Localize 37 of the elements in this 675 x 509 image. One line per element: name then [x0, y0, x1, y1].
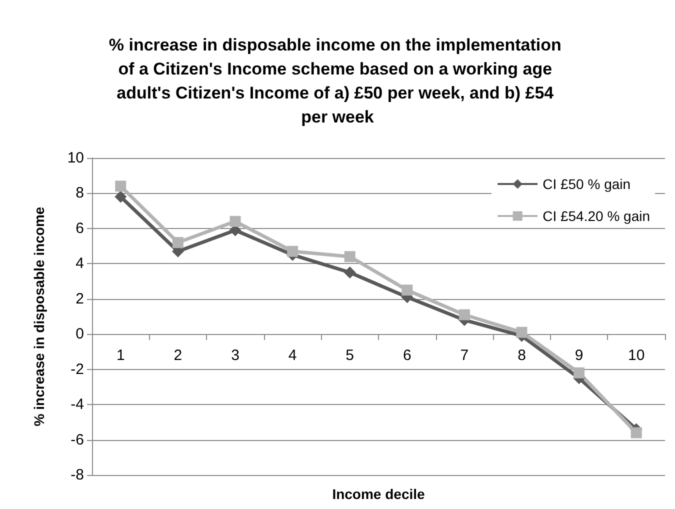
point	[115, 180, 126, 192]
point	[230, 216, 241, 227]
point	[344, 266, 356, 278]
legend-label: CI £50 % gain	[542, 176, 631, 192]
y-tick-label: -6	[70, 431, 84, 448]
y-tick-label: -4	[70, 396, 84, 414]
point	[516, 326, 528, 338]
y-axis-title: % increase in disposable income	[31, 206, 47, 426]
y-tick-label: -8	[70, 466, 84, 484]
point	[458, 309, 470, 320]
y-tick-label: 2	[76, 290, 84, 308]
x-tick-label: 8	[518, 347, 526, 364]
x-tick-label: 1	[116, 347, 125, 364]
point	[402, 284, 413, 296]
y-tick-label: 6	[76, 220, 84, 237]
x-tick-label: 2	[174, 347, 182, 364]
point	[114, 190, 127, 203]
point	[344, 251, 356, 262]
point	[630, 427, 642, 438]
x-tick-label: 3	[231, 347, 240, 364]
y-tick-label: 0	[76, 326, 84, 343]
y-tick-label: -2	[70, 360, 84, 378]
x-tick-label: 9	[574, 347, 584, 364]
point	[172, 237, 184, 248]
chart-title: % increase in disposable income on the implementation of a Citizen's Income scheme based on a working age adult's Citizen's Income of a) £50 per week, and b) £54 per week	[108, 36, 566, 126]
x-tick-label: 4	[288, 347, 297, 364]
y-tick-label: 8	[76, 184, 84, 202]
y-tick-label: 4	[76, 255, 84, 272]
x-axis-title: Income decile	[332, 486, 426, 502]
point	[287, 246, 298, 257]
point	[574, 367, 585, 378]
x-tick-label: 10	[628, 347, 645, 364]
y-tick-label: 10	[67, 150, 84, 166]
x-tick-label: 6	[402, 347, 412, 364]
x-tick-label: 7	[460, 347, 469, 364]
x-tick-label: 5	[346, 347, 354, 364]
legend-label: CI £54.20 % gain	[542, 208, 650, 224]
